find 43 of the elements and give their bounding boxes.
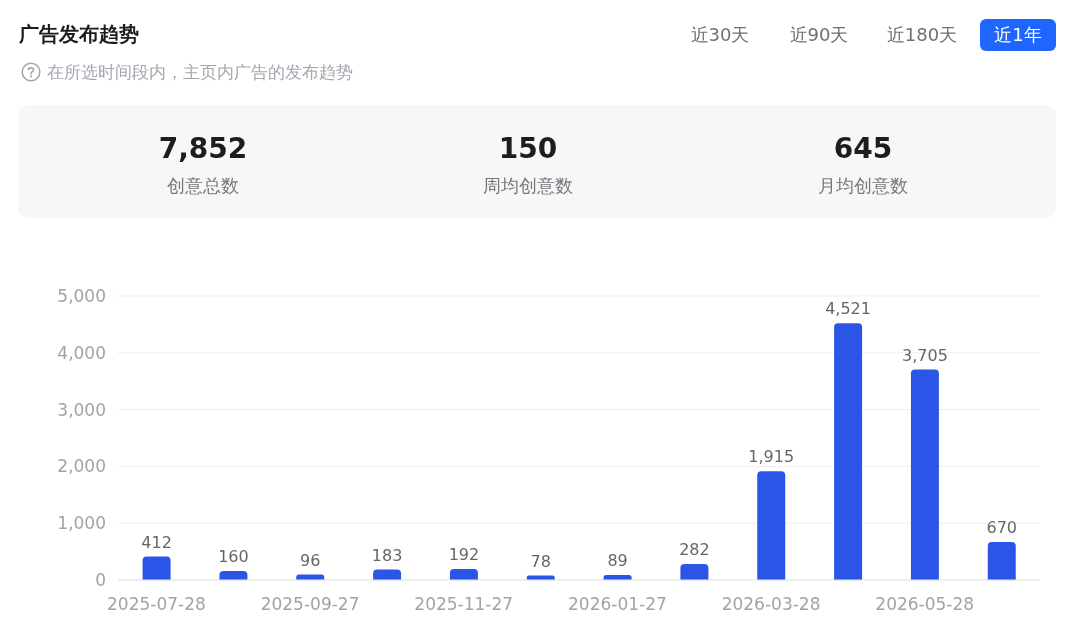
text: 月均创意数 [817, 174, 909, 198]
text: 7,852 [157, 131, 249, 167]
data-label: 3,705 [902, 345, 948, 365]
y-tick-label: 1,000 [57, 513, 106, 534]
data-label: 412 [141, 532, 172, 552]
y-tick-label: 4,000 [57, 342, 106, 363]
bar [680, 563, 709, 580]
bar [449, 569, 478, 580]
data-label: 282 [679, 539, 710, 559]
bar [987, 541, 1016, 580]
range-tab-button[interactable]: 近90天 [781, 19, 857, 51]
data-label: 89 [607, 550, 628, 570]
data-label: 183 [371, 545, 403, 565]
bar [910, 369, 939, 580]
text: 645 [832, 131, 894, 167]
range-tab-button[interactable]: 近30天 [682, 19, 758, 51]
range-tab-button[interactable]: 近180天 [884, 19, 960, 51]
bar [757, 471, 786, 580]
range-tab-button[interactable]: 近1年 [980, 19, 1056, 51]
x-tick-label: 2026-01-27 [568, 594, 667, 615]
x-tick-label: 2025-07-28 [107, 594, 206, 615]
x-tick-label: 2026-05-28 [875, 594, 975, 615]
data-label: 78 [530, 551, 551, 571]
data-label: 160 [218, 546, 249, 566]
x-tick-label: 2025-09-27 [260, 594, 360, 615]
chart-title: 广告发布趋势 [19, 21, 139, 48]
text: 创意总数 [166, 174, 240, 198]
data-label: 670 [986, 517, 1018, 537]
data-label: 1,915 [748, 447, 795, 467]
bar [142, 556, 171, 580]
chart-subtitle: 在所选时间段内，主页内广告的发布趋势 [47, 61, 353, 84]
y-tick-label: 5,000 [57, 286, 106, 307]
data-label: 96 [300, 550, 321, 570]
x-tick-label: 2025-11-27 [414, 594, 514, 615]
y-tick-label: 3,000 [57, 399, 106, 420]
y-tick-label: 0 [95, 570, 106, 591]
x-tick-label: 2026-03-28 [721, 594, 821, 615]
data-label: 192 [448, 545, 480, 565]
text: 周均创意数 [482, 174, 574, 198]
y-tick-label: 2,000 [57, 456, 106, 477]
data-label: 4,521 [825, 299, 871, 319]
text: 150 [497, 131, 559, 167]
bar [834, 323, 863, 580]
